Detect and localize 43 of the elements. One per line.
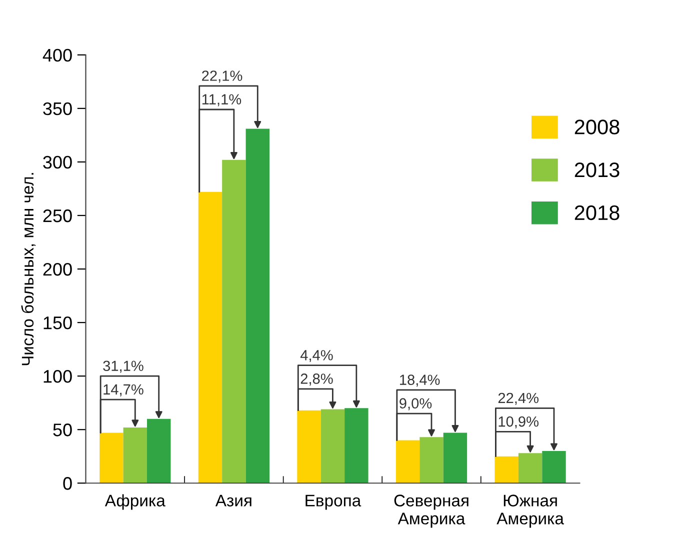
x-tick-label: Азия [215,494,252,506]
y-tick-label: 350 [43,102,72,116]
y-tick-label: 0 [63,477,72,490]
bar [246,128,270,484]
legend-label: 2018 [574,205,620,220]
x-tick-label: Северная Америка [394,494,468,528]
y-tick-label: 400 [42,48,72,62]
annotation: 10,9% [498,416,539,428]
bar [222,160,246,484]
annotation: 9,0% [400,398,432,410]
bar [146,418,171,484]
bar [518,453,542,484]
y-tick-label: 150 [44,316,72,330]
bar [320,409,345,484]
bar [396,440,420,484]
y-tick-label: 200 [43,262,72,276]
annotation: 18,4% [400,374,440,387]
annotation: 14,7% [104,384,144,396]
annotation: 2,8% [300,374,333,386]
x-tick-label: Европа [306,494,362,510]
bar [100,432,124,484]
bar [443,432,468,484]
bar [542,451,566,484]
bar [494,456,518,484]
annotation: 11,1% [202,94,242,106]
annotation: 4,4% [300,350,333,362]
bar [420,437,444,484]
x-tick-label: Африка [104,494,166,510]
bar [198,192,222,484]
bar [297,410,321,484]
y-tick-label: 100 [44,370,72,383]
annotation: 22,1% [202,70,242,83]
annotation: 31,1% [103,360,144,373]
y-axis-title: Число больных, млн чел. [21,173,36,366]
bar [344,408,368,484]
bar [123,427,147,484]
legend-label: 2013 [574,162,620,178]
annotation: 22,4% [498,392,539,405]
x-tick-label: Южная Америка [496,494,564,528]
y-tick-label: 250 [43,209,72,222]
y-tick-label: 50 [53,424,72,436]
y-tick-label: 300 [43,156,72,169]
legend-label: 2008 [574,120,620,134]
